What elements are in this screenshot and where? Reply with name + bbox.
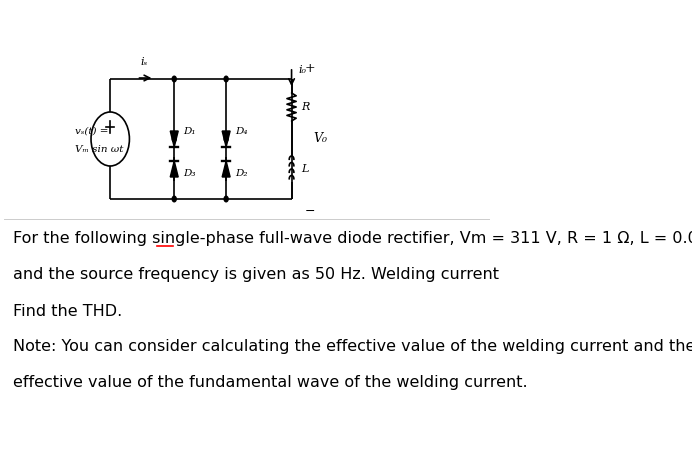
Polygon shape <box>222 161 230 177</box>
Text: For the following single-phase full-wave diode rectifier, Vm = 311 V, R = 1 Ω, L: For the following single-phase full-wave… <box>12 232 692 246</box>
Text: L: L <box>301 164 308 174</box>
Text: D₃: D₃ <box>183 170 196 179</box>
Circle shape <box>172 76 176 82</box>
Text: D₁: D₁ <box>183 127 196 135</box>
Polygon shape <box>222 131 230 147</box>
Text: −: − <box>304 204 315 218</box>
Text: and the source frequency is given as 50 Hz. Welding current: and the source frequency is given as 50 … <box>12 267 499 282</box>
Text: iₛ: iₛ <box>140 57 147 67</box>
Circle shape <box>224 136 228 142</box>
Circle shape <box>172 196 176 202</box>
Polygon shape <box>170 131 179 147</box>
Circle shape <box>224 76 228 82</box>
Text: effective value of the fundamental wave of the welding current.: effective value of the fundamental wave … <box>12 376 527 390</box>
Text: V₀: V₀ <box>313 133 327 145</box>
Polygon shape <box>170 161 179 177</box>
Text: R: R <box>301 102 309 112</box>
Text: +: + <box>304 63 315 75</box>
Text: i₀: i₀ <box>299 65 307 75</box>
Circle shape <box>172 136 176 142</box>
Text: Note: You can consider calculating the effective value of the welding current an: Note: You can consider calculating the e… <box>12 340 692 355</box>
Text: Find the THD.: Find the THD. <box>12 303 122 319</box>
Text: Vₘ sin ωt: Vₘ sin ωt <box>75 144 123 154</box>
Text: D₄: D₄ <box>235 127 248 135</box>
Text: vₛ(t) =: vₛ(t) = <box>75 127 108 135</box>
Circle shape <box>224 196 228 202</box>
Text: D₂: D₂ <box>235 170 248 179</box>
